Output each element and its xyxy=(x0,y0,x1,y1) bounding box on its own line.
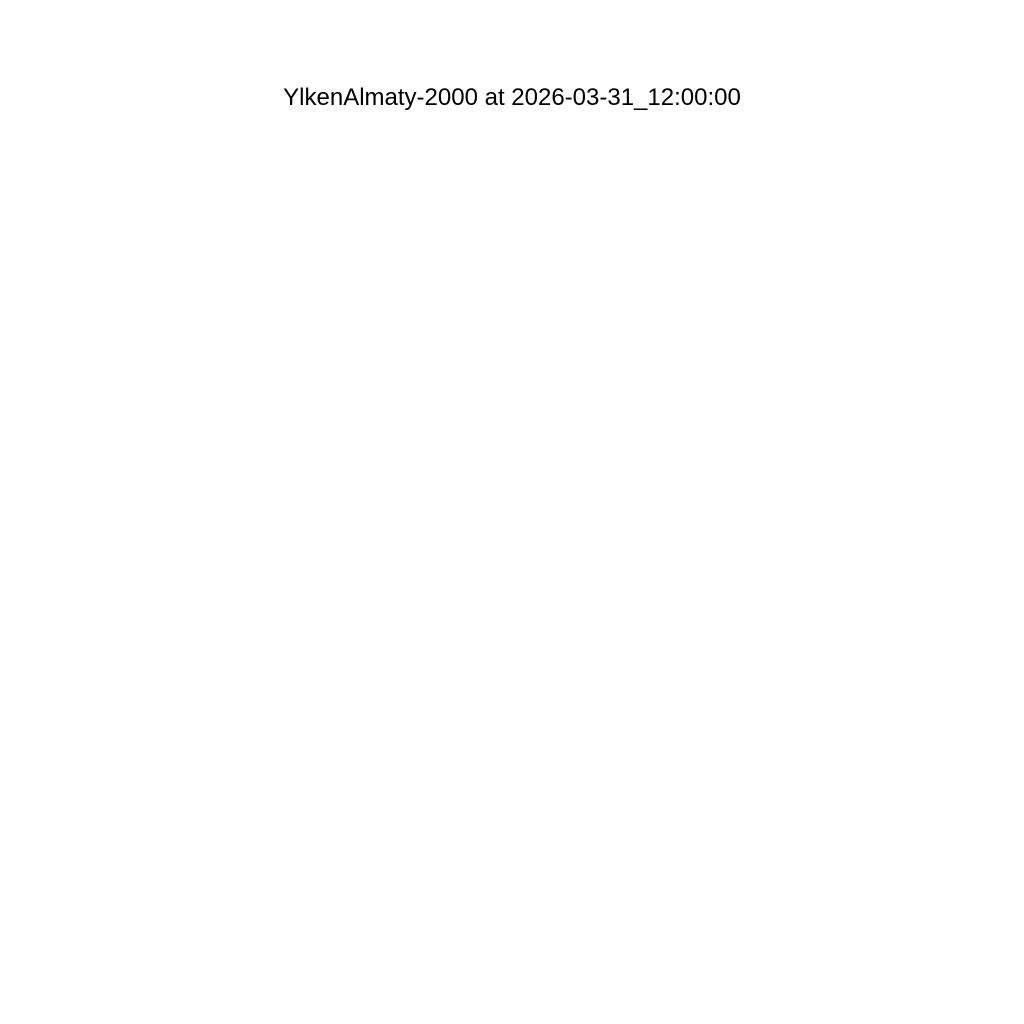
svg-text:YlkenAlmaty-2000 at 2026-03-31: YlkenAlmaty-2000 at 2026-03-31_12:00:00 xyxy=(283,84,741,111)
